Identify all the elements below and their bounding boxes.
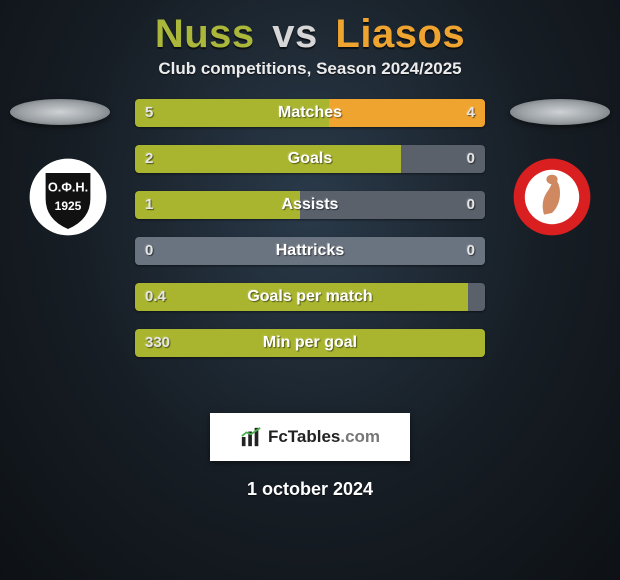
stat-row: 330Min per goal: [135, 329, 485, 357]
stat-row: 0.4Goals per match: [135, 283, 485, 311]
stat-track: 20: [135, 145, 485, 173]
stat-row: 20Goals: [135, 145, 485, 173]
brand-main: FcTables: [268, 427, 340, 446]
stat-left-bar: [135, 145, 401, 173]
stat-left-value: 0: [135, 237, 163, 265]
stat-track: 10: [135, 191, 485, 219]
stat-track: 00: [135, 237, 485, 265]
club-badge-left: Ο.Φ.Η. 1925: [28, 157, 108, 237]
stat-row: 54Matches: [135, 99, 485, 127]
comparison-card: Nuss vs Liasos Club competitions, Season…: [0, 0, 620, 580]
stat-mid-bar: [468, 283, 485, 311]
club-badge-right: [512, 157, 592, 237]
stat-right-value: 0: [457, 145, 485, 173]
brand-badge: FcTables.com: [210, 413, 410, 461]
spotlight-left: [10, 99, 110, 125]
stat-neutral: [135, 237, 485, 265]
spotlight-right: [510, 99, 610, 125]
title: Nuss vs Liasos: [0, 12, 620, 57]
stat-track: 330: [135, 329, 485, 357]
stat-left-value: 0.4: [135, 283, 176, 311]
brand-text: FcTables.com: [268, 427, 380, 447]
stat-left-value: 330: [135, 329, 180, 357]
badge-left-bottom: 1925: [55, 199, 82, 213]
stat-right-value: 0: [457, 191, 485, 219]
stat-left-bar: [135, 99, 329, 127]
stat-row: 00Hattricks: [135, 237, 485, 265]
player1-name: Nuss: [155, 12, 255, 56]
stat-right-value: 0: [457, 237, 485, 265]
subtitle: Club competitions, Season 2024/2025: [0, 59, 620, 79]
stat-right-value: 4: [457, 99, 485, 127]
stat-row: 10Assists: [135, 191, 485, 219]
player2-name: Liasos: [335, 12, 465, 56]
vs-text: vs: [272, 12, 318, 56]
badge-left-top: Ο.Φ.Η.: [48, 179, 88, 194]
crest-icon: [512, 157, 592, 237]
stat-left-value: 5: [135, 99, 163, 127]
stat-bars: 54Matches20Goals10Assists00Hattricks0.4G…: [135, 99, 485, 375]
bar-chart-icon: [240, 426, 262, 448]
stat-left-bar: [135, 329, 485, 357]
stat-track: 0.4: [135, 283, 485, 311]
footer-date: 1 october 2024: [0, 479, 620, 500]
stat-track: 54: [135, 99, 485, 127]
stat-left-bar: [135, 283, 468, 311]
shield-icon: Ο.Φ.Η. 1925: [28, 157, 108, 237]
stat-left-value: 1: [135, 191, 163, 219]
brand-domain: .com: [340, 427, 380, 446]
stage: Ο.Φ.Η. 1925 54Matches20Goals10Assists00H…: [0, 99, 620, 399]
stat-left-value: 2: [135, 145, 163, 173]
